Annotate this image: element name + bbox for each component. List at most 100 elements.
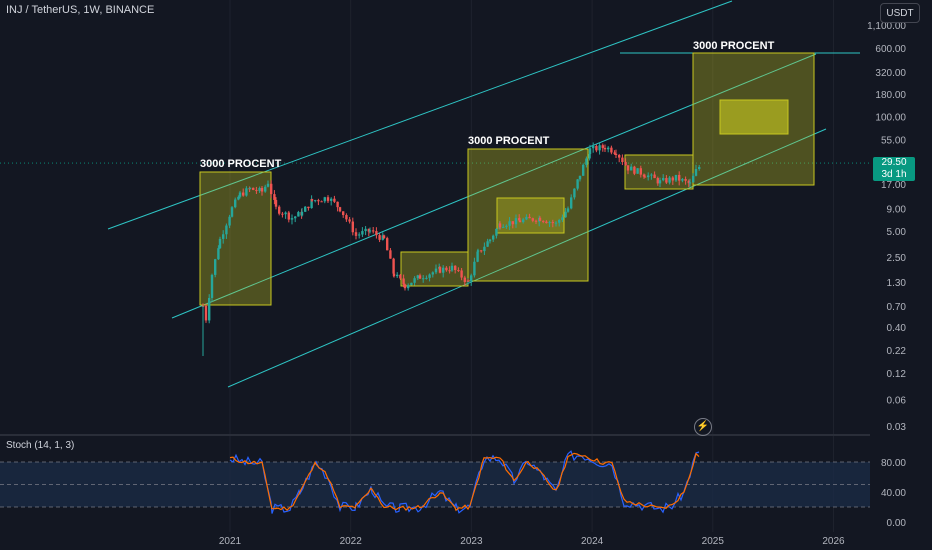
- candle: [647, 175, 650, 178]
- candle: [639, 168, 642, 175]
- candle: [486, 241, 489, 247]
- candle: [255, 189, 258, 191]
- lightning-icon[interactable]: ⚡: [694, 418, 712, 436]
- candle: [585, 158, 588, 165]
- annotation-label: 3000 PROCENT: [468, 135, 550, 147]
- time-tick: 2025: [702, 536, 725, 547]
- candle: [214, 259, 217, 275]
- candle: [320, 201, 323, 203]
- candle: [610, 147, 613, 153]
- candle: [351, 221, 354, 233]
- candle: [450, 265, 454, 271]
- candle: [564, 211, 567, 218]
- candle: [643, 176, 647, 178]
- candle: [372, 230, 375, 232]
- symbol-title[interactable]: INJ / TetherUS, 1W, BINANCE: [6, 4, 155, 16]
- candle: [598, 145, 601, 151]
- price-tick: 0.03: [887, 422, 907, 433]
- candle: [688, 182, 692, 184]
- candle: [448, 270, 451, 272]
- candle: [573, 188, 576, 198]
- indicator-label[interactable]: Stoch (14, 1, 3): [6, 440, 75, 451]
- stoch-tick: 0.00: [887, 518, 907, 529]
- candle: [551, 222, 554, 224]
- candle: [330, 198, 333, 201]
- price-tick: 1.30: [887, 278, 907, 289]
- candle: [307, 206, 310, 209]
- candle: [592, 145, 595, 149]
- candle: [601, 145, 604, 148]
- candle: [460, 270, 463, 278]
- candle: [248, 187, 252, 189]
- candle: [389, 250, 392, 259]
- projection-box: [719, 99, 789, 135]
- candle: [442, 267, 445, 273]
- price-tick: 2.50: [887, 253, 907, 264]
- candle: [428, 274, 431, 278]
- candle: [348, 219, 351, 222]
- projection-box: [692, 52, 815, 186]
- candle: [284, 212, 287, 215]
- candle: [554, 222, 558, 224]
- candle: [582, 164, 585, 176]
- candle: [518, 220, 522, 223]
- candle: [618, 155, 621, 158]
- candle: [237, 196, 240, 200]
- time-tick: 2026: [822, 536, 845, 547]
- candle: [310, 198, 313, 209]
- stoch-band: [0, 461, 870, 508]
- candle: [418, 275, 422, 279]
- candle: [402, 278, 405, 285]
- candle: [687, 180, 690, 184]
- price-tick: 0.12: [887, 369, 907, 380]
- stoch-tick: 40.00: [881, 488, 906, 499]
- candle: [422, 278, 425, 280]
- candle: [287, 212, 290, 220]
- candle: [642, 174, 646, 177]
- annotation-label: 3000 PROCENT: [693, 40, 775, 52]
- candle: [545, 221, 548, 224]
- candle: [281, 213, 284, 215]
- price-tick: 0.70: [887, 302, 907, 313]
- candle: [630, 166, 633, 171]
- price-tick: 320.00: [875, 68, 906, 79]
- candle: [290, 218, 294, 220]
- candle: [225, 225, 228, 235]
- candle: [438, 267, 442, 273]
- candle: [476, 250, 480, 252]
- time-tick: 2023: [460, 536, 483, 547]
- candle: [548, 222, 551, 224]
- candle: [382, 235, 386, 239]
- candle: [274, 199, 278, 207]
- candle: [531, 218, 534, 221]
- channel-line: [227, 128, 827, 388]
- candle: [665, 178, 668, 183]
- price-tick: 17.00: [881, 180, 906, 191]
- candle: [204, 305, 208, 321]
- candle: [399, 274, 402, 279]
- candle: [633, 166, 636, 174]
- candle: [595, 145, 598, 151]
- candle: [294, 216, 297, 219]
- candle: [508, 221, 511, 226]
- drawings: 3000 PROCENT 3000 PROCENT 3000 PROCENT: [107, 0, 860, 388]
- candle: [242, 192, 245, 196]
- candle: [278, 206, 281, 214]
- candle: [658, 180, 662, 184]
- candle: [542, 220, 545, 222]
- currency-button[interactable]: USDT: [880, 3, 920, 23]
- candle: [684, 178, 687, 181]
- annotation-label: 3000 PROCENT: [200, 158, 282, 170]
- candle: [434, 268, 438, 273]
- candle: [671, 177, 674, 181]
- candle: [317, 200, 320, 202]
- candle: [266, 183, 270, 187]
- candle: [603, 147, 607, 150]
- candle: [613, 152, 616, 154]
- candle: [354, 234, 358, 236]
- candle: [525, 216, 528, 220]
- candle: [300, 211, 304, 216]
- candle: [396, 274, 399, 277]
- candle: [692, 175, 695, 183]
